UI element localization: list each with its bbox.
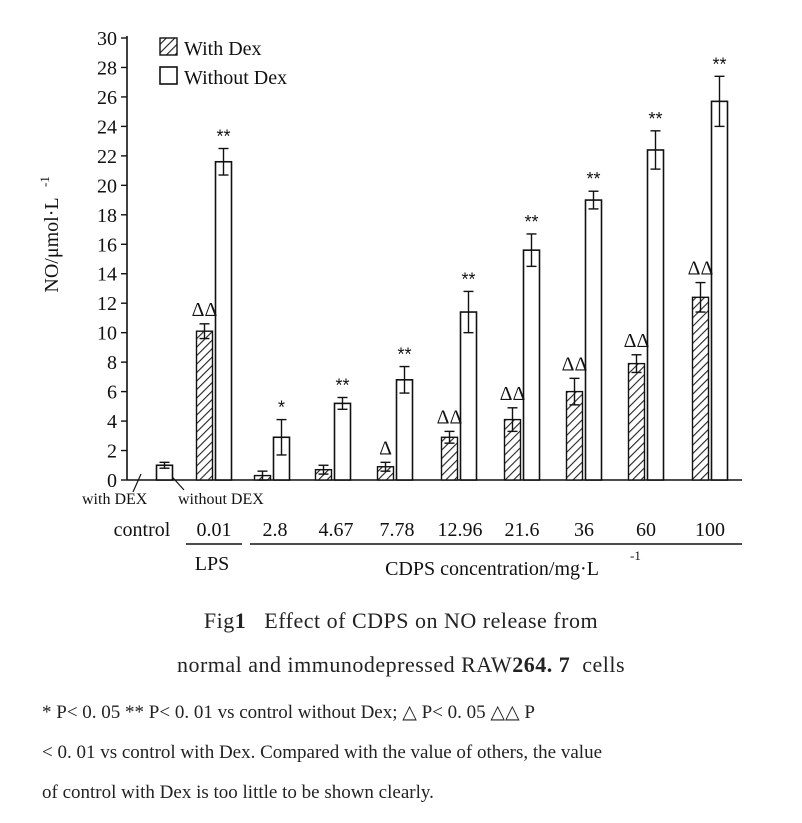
annotation-without-dex: ** bbox=[216, 127, 230, 147]
y-axis-label-exponent: -1 bbox=[37, 176, 52, 187]
y-tick-label: 14 bbox=[97, 264, 117, 286]
y-axis-label: NO/μmol·L bbox=[41, 197, 63, 292]
y-tick-label: 10 bbox=[97, 323, 117, 345]
y-tick-label: 22 bbox=[97, 146, 117, 168]
bars bbox=[155, 75, 729, 481]
bar-without-dex bbox=[584, 199, 603, 481]
y-tick-label: 28 bbox=[97, 57, 117, 79]
y-tick-label: 2 bbox=[107, 441, 117, 463]
category-label: 60 bbox=[636, 519, 656, 541]
annotation-with-dex: ΔΔ bbox=[624, 330, 650, 352]
caption-title-line1: Effect of CDPS on NO release from bbox=[264, 608, 599, 633]
category-label: control bbox=[114, 519, 171, 541]
annotation-without-dex: ** bbox=[648, 109, 662, 129]
y-tick-label: 0 bbox=[107, 470, 117, 492]
bar-with-dex bbox=[691, 296, 710, 481]
y-tick-label: 4 bbox=[107, 411, 117, 433]
annotation-with-dex: ΔΔ bbox=[437, 406, 463, 428]
category-label: 7.78 bbox=[380, 519, 415, 541]
y-tick-label: 6 bbox=[107, 382, 117, 404]
annotation-with-dex: ΔΔ bbox=[688, 258, 714, 280]
category-label: 2.8 bbox=[263, 519, 288, 541]
legend-label-without-dex: Without Dex bbox=[184, 67, 287, 89]
bar-without-dex bbox=[710, 100, 729, 481]
group-label-exponent: -1 bbox=[630, 548, 641, 563]
category-label: 12.96 bbox=[438, 519, 483, 541]
annotation-without-dex: ** bbox=[586, 169, 600, 189]
y-tick-label: 24 bbox=[97, 116, 117, 138]
y-tick-label: 18 bbox=[97, 205, 117, 227]
caption-title-2: normal and immunodepressed RAW264. 7 cel… bbox=[0, 652, 802, 678]
category-label: 36 bbox=[574, 519, 594, 541]
y-tick-label: 26 bbox=[97, 87, 117, 109]
legend-swatch-with-dex bbox=[159, 37, 178, 56]
bar-without-dex bbox=[459, 311, 478, 481]
annotation-without-dex: ** bbox=[524, 212, 538, 232]
annotation-with-dex: ΔΔ bbox=[500, 383, 526, 405]
y-tick-label: 20 bbox=[97, 175, 117, 197]
bar-without-dex bbox=[214, 160, 233, 481]
control-with-dex-pointer bbox=[132, 473, 142, 493]
category-label: 21.6 bbox=[505, 519, 540, 541]
caption-note-2: < 0. 01 vs control with Dex. Compared wi… bbox=[42, 742, 603, 763]
caption-note-3: of control with Dex is too little to be … bbox=[42, 782, 434, 803]
caption-title-line2-num: 264. 7 bbox=[512, 652, 571, 677]
bar-without-dex bbox=[395, 379, 414, 481]
y-tick-label: 8 bbox=[107, 352, 117, 374]
legend-label-with-dex: With Dex bbox=[184, 38, 262, 60]
annotation-with-dex: ΔΔ bbox=[562, 353, 588, 375]
caption-note-1: * P< 0. 05 ** P< 0. 01 vs control withou… bbox=[42, 702, 535, 723]
control-without-dex-label: without DEX bbox=[178, 491, 264, 508]
caption-title-line2-a: normal and immunodepressed RAW bbox=[176, 652, 513, 677]
caption-title: Fig1 Effect of CDPS on NO release from bbox=[0, 608, 802, 634]
bar-without-dex bbox=[522, 249, 541, 481]
category-label: 100 bbox=[695, 519, 725, 541]
annotation-without-dex: ** bbox=[712, 54, 726, 74]
annotation-without-dex: ** bbox=[335, 375, 349, 395]
annotation-without-dex: ** bbox=[461, 269, 475, 289]
annotation-with-dex: ΔΔ bbox=[192, 299, 218, 321]
legend-swatch-without-dex bbox=[159, 66, 178, 85]
bar-with-dex bbox=[627, 362, 646, 481]
control-with-dex-label: with DEX bbox=[82, 491, 148, 508]
caption-fig-prefix: Fig bbox=[203, 608, 235, 633]
bar-without-dex bbox=[646, 149, 665, 481]
y-tick-label: 30 bbox=[97, 28, 117, 50]
bar-with-dex bbox=[195, 330, 214, 481]
bar-without-dex bbox=[333, 402, 352, 481]
y-tick-label: 16 bbox=[97, 234, 117, 256]
caption-title-line2-b: cells bbox=[582, 652, 626, 677]
annotation-without-dex: * bbox=[278, 398, 285, 418]
labels: 024681012141618202224262830NO/μmol·L-1ΔΔ… bbox=[37, 28, 727, 580]
group-label-lps: LPS bbox=[195, 553, 229, 575]
caption-fig-number: 1 bbox=[234, 608, 247, 633]
chart: 024681012141618202224262830NO/μmol·L-1ΔΔ… bbox=[37, 28, 742, 580]
y-tick-label: 12 bbox=[97, 293, 117, 315]
annotation-with-dex: Δ bbox=[379, 437, 392, 459]
category-label: 4.67 bbox=[319, 519, 354, 541]
group-label-cdps: CDPS concentration/mg·L bbox=[385, 558, 599, 580]
category-label: 0.01 bbox=[197, 519, 232, 541]
annotation-without-dex: ** bbox=[397, 345, 411, 365]
